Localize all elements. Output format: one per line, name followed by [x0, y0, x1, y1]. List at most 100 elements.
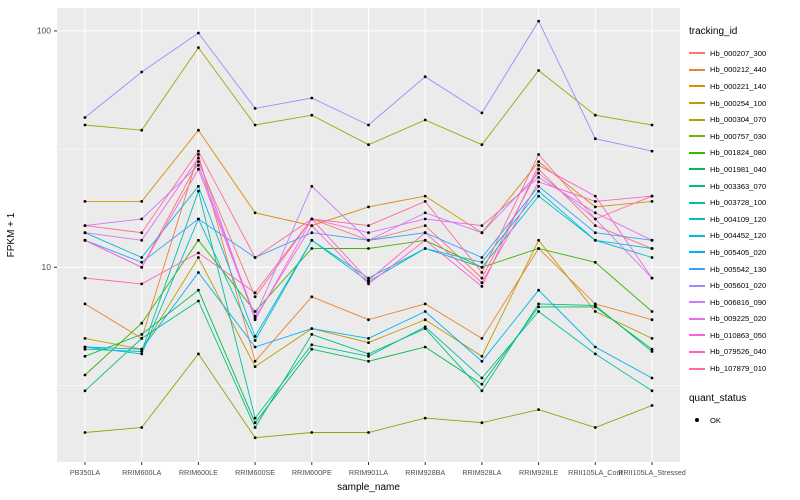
data-point [367, 231, 370, 235]
data-point [423, 238, 427, 242]
data-point [480, 285, 484, 288]
data-point [197, 156, 200, 160]
data-point [423, 231, 427, 235]
legend-key-line-icon [689, 151, 705, 154]
data-point [537, 19, 540, 23]
y-axis-title: FPKM + 1 [6, 212, 17, 258]
data-point [480, 359, 484, 363]
legend-entry-Hb_000254_100: Hb_000254_100 [689, 95, 799, 112]
x-tick-label: RRIM600LA [122, 468, 161, 477]
legend-entry-label: Hb_079526_040 [710, 347, 767, 357]
data-point [83, 224, 87, 228]
data-point [140, 333, 144, 336]
data-point [253, 335, 257, 338]
data-point [480, 354, 484, 358]
legend-entry-Hb_003363_070: Hb_003363_070 [689, 178, 799, 195]
data-point [253, 123, 257, 127]
legend-entry-quant-OK: OK [689, 412, 799, 429]
data-point [423, 75, 427, 79]
data-point [367, 247, 370, 250]
data-point [650, 123, 654, 127]
data-point [310, 247, 314, 250]
data-point [480, 389, 484, 393]
data-point [537, 310, 540, 313]
data-point [537, 194, 540, 198]
data-point [367, 359, 370, 363]
legend-entry-label: OK [710, 415, 721, 425]
data-point [650, 256, 654, 259]
data-point [253, 256, 257, 259]
data-point [650, 276, 654, 280]
data-point [197, 128, 200, 132]
data-point [140, 70, 144, 74]
data-point [423, 325, 427, 329]
data-point [140, 337, 144, 340]
data-point [593, 231, 597, 235]
data-point [367, 352, 370, 356]
data-point [593, 260, 597, 264]
data-point [480, 276, 484, 280]
legend-entry-label: Hb_003728_100 [710, 198, 767, 208]
x-tick-label: RRII105LA_Stressed [618, 468, 686, 477]
legend-entry-Hb_006816_090: Hb_006816_090 [689, 294, 799, 311]
data-point [197, 167, 200, 171]
data-point [140, 347, 144, 351]
legend-entry-Hb_005405_020: Hb_005405_020 [689, 244, 799, 261]
data-point [140, 426, 144, 429]
legend-key-line-icon [689, 68, 705, 71]
legend-entry-label: Hb_000254_100 [710, 98, 767, 108]
x-axis-title: sample_name [337, 482, 400, 493]
data-point [310, 217, 314, 221]
x-tick-label: RRIM600SE [235, 468, 275, 477]
legend: tracking_id Hb_000207_300 Hb_000212_440 Hb… [689, 26, 799, 428]
data-point [593, 345, 597, 349]
data-point [197, 184, 200, 188]
legend-entry-label: Hb_000221_140 [710, 81, 767, 91]
legend-entry-Hb_005601_020: Hb_005601_020 [689, 277, 799, 294]
data-point [367, 123, 370, 127]
data-point [480, 231, 484, 235]
data-point [593, 304, 597, 307]
data-point [480, 421, 484, 425]
data-point [423, 194, 427, 198]
data-point [367, 341, 370, 344]
legend-key-line-icon [689, 301, 705, 304]
legend-key-line-icon [689, 317, 705, 320]
legend-entry-label: Hb_010863_050 [710, 330, 767, 340]
data-point [367, 431, 370, 434]
legend-key-line-icon [689, 85, 705, 88]
data-point [650, 238, 654, 242]
data-point [480, 337, 484, 340]
data-point [537, 69, 540, 72]
legend-entry-label: Hb_004452_120 [710, 231, 767, 241]
data-point [253, 295, 257, 299]
x-tick-label: PB350LA [70, 468, 101, 477]
data-point [83, 389, 87, 393]
legend-entry-label: Hb_004109_120 [710, 214, 767, 224]
legend-entry-label: Hb_000304_070 [710, 115, 767, 125]
data-point [537, 160, 540, 164]
data-point [593, 224, 597, 228]
data-point [650, 376, 654, 380]
data-point [537, 184, 540, 188]
data-point [197, 352, 200, 356]
legend-key-line-icon [689, 334, 705, 337]
data-point [310, 231, 314, 235]
legend-key-line-icon [689, 350, 705, 353]
data-point [253, 365, 257, 368]
legend-entry-Hb_009225_020: Hb_009225_020 [689, 311, 799, 328]
data-point [480, 256, 484, 259]
y-tick-label: 10 [42, 262, 52, 272]
data-point [367, 224, 370, 228]
legend-key-line-icon [689, 284, 705, 287]
data-point [537, 153, 540, 156]
data-point [310, 327, 314, 330]
x-tick-label: RRIM928LE [519, 468, 558, 477]
data-point [650, 404, 654, 407]
data-point [140, 200, 144, 203]
data-point [253, 291, 257, 295]
legend-entry-label: Hb_005405_020 [710, 247, 767, 257]
data-point [423, 345, 427, 349]
data-point [423, 247, 427, 250]
data-point [197, 238, 200, 242]
